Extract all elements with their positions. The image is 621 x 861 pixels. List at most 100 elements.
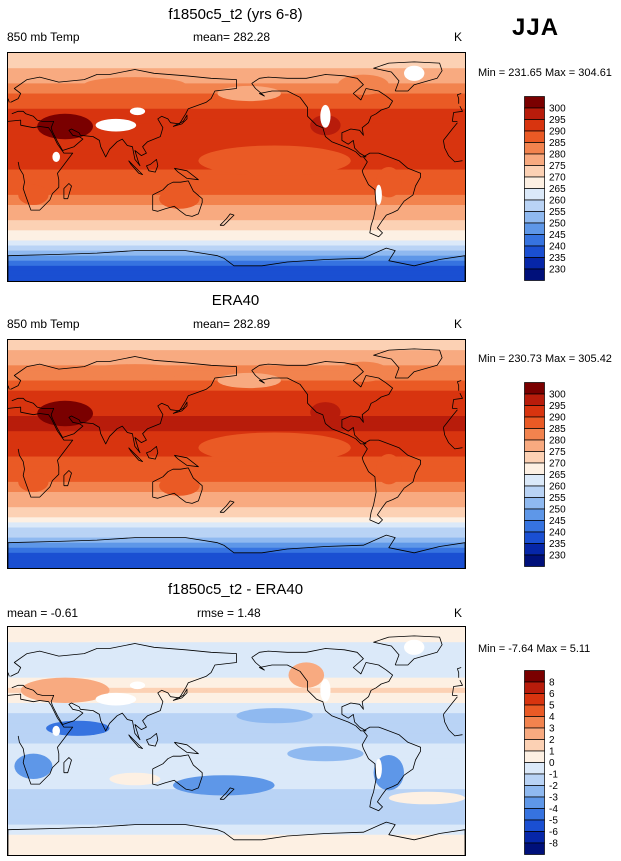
contour-band bbox=[8, 240, 465, 247]
colorbar-tick-label: 235 bbox=[549, 253, 566, 264]
contour-region bbox=[18, 471, 49, 492]
contour-band bbox=[8, 405, 465, 412]
coastline bbox=[10, 69, 463, 167]
contour-band bbox=[8, 768, 465, 775]
coastline bbox=[361, 439, 421, 525]
panel-2-map bbox=[7, 339, 466, 569]
season-label: JJA bbox=[512, 14, 560, 41]
contour-band bbox=[8, 118, 465, 125]
contour-band bbox=[8, 390, 465, 397]
contour-region bbox=[217, 85, 281, 102]
colorbar-tick-label: 3 bbox=[549, 724, 555, 735]
colorbar-tick-label: 300 bbox=[549, 104, 566, 115]
contour-band bbox=[8, 189, 465, 196]
colorbar-tick-label: 290 bbox=[549, 127, 566, 138]
contour-region bbox=[236, 708, 313, 724]
contour-band bbox=[8, 270, 465, 277]
colorbar-swatch bbox=[524, 670, 545, 683]
colorbar-tick-label: -3 bbox=[549, 793, 558, 804]
coastline bbox=[8, 821, 465, 855]
coastline bbox=[251, 74, 393, 158]
colorbar-tick-label: -6 bbox=[549, 827, 558, 838]
contour-band bbox=[8, 421, 465, 427]
colorbar-tick-label: 290 bbox=[549, 413, 566, 424]
colorbar-swatch bbox=[524, 165, 545, 178]
contour-band bbox=[8, 174, 465, 181]
colorbar-swatch bbox=[524, 439, 545, 452]
contour-band bbox=[8, 512, 465, 518]
contour-band bbox=[8, 210, 465, 216]
colorbar-swatch bbox=[524, 693, 545, 706]
colorbar-tick-label: 260 bbox=[549, 482, 566, 493]
coastline bbox=[8, 693, 463, 785]
colorbar-swatch bbox=[524, 451, 545, 464]
contour-band bbox=[8, 662, 465, 669]
colorbar-tick-label: 270 bbox=[549, 173, 566, 184]
contour-band bbox=[8, 98, 465, 105]
contour-region bbox=[288, 662, 325, 688]
contour-region bbox=[84, 77, 186, 93]
contour-band bbox=[8, 416, 465, 422]
coastline bbox=[219, 213, 235, 226]
colorbar-tick-label: 1 bbox=[549, 747, 555, 758]
colorbar-tick-label: -4 bbox=[549, 804, 558, 815]
contour-band bbox=[8, 103, 465, 110]
contour-band bbox=[8, 410, 465, 417]
contour-band bbox=[8, 758, 465, 765]
contour-band bbox=[8, 466, 465, 473]
colorbar-tick-label: 270 bbox=[549, 459, 566, 470]
coastline bbox=[128, 447, 143, 462]
missing-data-mask bbox=[95, 692, 137, 706]
colorbar-tick-label: 265 bbox=[549, 470, 566, 481]
contour-band bbox=[8, 179, 465, 186]
colorbar-tick-label: 265 bbox=[549, 184, 566, 195]
contour-band bbox=[8, 129, 465, 135]
contour-band bbox=[8, 184, 465, 191]
contour-band bbox=[8, 220, 465, 226]
coastline bbox=[172, 401, 188, 414]
colorbar-swatch bbox=[524, 405, 545, 418]
coastline bbox=[63, 470, 72, 487]
colorbar-swatch bbox=[524, 831, 545, 844]
contour-region bbox=[84, 364, 186, 380]
contour-band bbox=[8, 708, 465, 714]
coastline bbox=[63, 183, 72, 200]
colorbar-swatch bbox=[524, 819, 545, 832]
panel-3-colorbar: 8 6 5 4 3 2 1 0 -1 -2 -3 -4 -5 -6 -8 bbox=[524, 670, 594, 861]
contour-band bbox=[8, 230, 465, 236]
contour-band bbox=[8, 144, 465, 150]
contour-band bbox=[8, 552, 465, 559]
contour-region bbox=[388, 791, 465, 805]
contour-region bbox=[14, 753, 53, 779]
coastline bbox=[172, 688, 188, 701]
contour-band bbox=[8, 743, 465, 750]
missing-data-mask bbox=[404, 639, 425, 655]
colorbar-swatch bbox=[524, 245, 545, 258]
contour-band bbox=[8, 753, 465, 760]
contour-band bbox=[8, 748, 465, 755]
contour-band bbox=[8, 829, 465, 836]
coastline bbox=[373, 348, 443, 379]
contour-region bbox=[173, 775, 275, 796]
colorbar-tick-label: 245 bbox=[549, 516, 566, 527]
contour-band bbox=[8, 692, 465, 699]
colorbar-tick-label: 0 bbox=[549, 758, 555, 769]
contour-band bbox=[8, 355, 465, 361]
panel-3-minmax: Min = -7.64 Max = 5.11 bbox=[478, 643, 591, 655]
colorbar-swatch bbox=[524, 153, 545, 166]
colorbar-swatch bbox=[524, 199, 545, 212]
contour-band bbox=[8, 476, 465, 483]
contour-band bbox=[8, 53, 465, 59]
panel-1-map bbox=[7, 52, 466, 282]
colorbar-tick-label: 280 bbox=[549, 436, 566, 447]
panel-3-map-svg bbox=[8, 627, 465, 855]
colorbar-tick-label: 5 bbox=[549, 701, 555, 712]
coastline bbox=[146, 733, 159, 747]
coastline bbox=[152, 467, 203, 504]
contour-band bbox=[8, 632, 465, 638]
contour-band bbox=[8, 265, 465, 272]
panel-1-map-svg bbox=[8, 53, 465, 281]
contour-band bbox=[8, 245, 465, 252]
colorbar-swatch bbox=[524, 681, 545, 694]
panel-1-unit-label: K bbox=[454, 30, 463, 44]
